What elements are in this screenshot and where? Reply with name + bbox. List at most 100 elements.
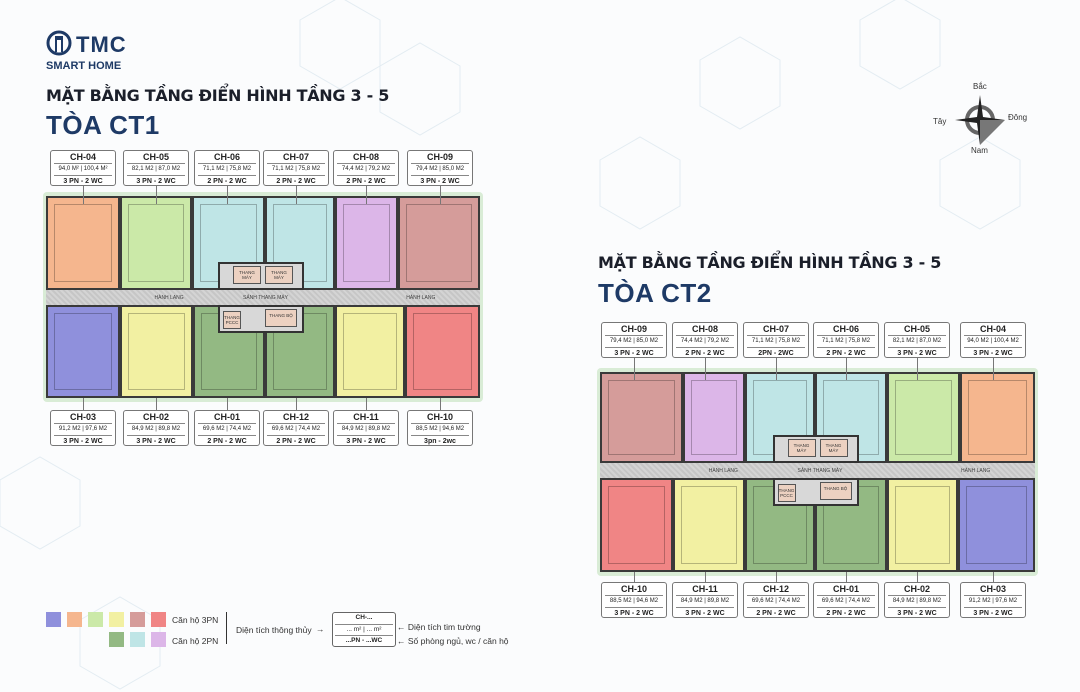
unit-area: 74,4 M2 | 79,2 M2	[337, 164, 395, 176]
legend-2pn-label: Căn hộ 2PN	[172, 636, 219, 646]
ct2-subtitle: TÒA CT2	[598, 278, 712, 308]
unit-area: 71,1 M2 | 75,8 M2	[747, 336, 805, 348]
ct2-corridor-label: SẢNH THANG MÁY	[797, 468, 843, 474]
ct1-leader-line	[83, 186, 84, 204]
unit-rooms: 2 PN - 2 WC	[756, 610, 796, 617]
ct2-unit-label-ch-02: CH-02 84,9 M2 | 89,8 M2 3 PN - 2 WC	[884, 582, 950, 618]
unit-code: CH-12	[747, 583, 805, 596]
ct2-leader-line	[634, 358, 635, 380]
ct1-unit-label-ch-09: CH-09 79,4 M2 | 85,0 M2 3 PN - 2 WC	[407, 150, 473, 186]
compass-south: Nam	[971, 146, 988, 155]
ct2-unit-label-ch-08: CH-08 74,4 M2 | 79,2 M2 2 PN - 2 WC	[672, 322, 738, 358]
ct1-leader-line	[296, 186, 297, 204]
ct2-unit-label-ch-05: CH-05 82,1 M2 | 87,0 M2 3 PN - 2 WC	[884, 322, 950, 358]
ct1-corridor-label: HÀNH LANG	[406, 295, 436, 301]
ct1-unit-label-ch-11: CH-11 84,9 M2 | 89,8 M2 3 PN - 2 WC	[333, 410, 399, 446]
unit-rooms: 3 PN - 2 WC	[973, 610, 1013, 617]
legend-gross-area: ← Diện tích tim tường	[397, 622, 481, 632]
unit-code: CH-07	[747, 323, 805, 336]
ct2-unit-ch-03	[958, 478, 1035, 572]
unit-area: 69,6 M2 | 74,4 M2	[817, 596, 875, 608]
ct2-unit-ch-08	[683, 372, 745, 463]
unit-code: CH-02	[127, 411, 185, 424]
unit-area: 69,6 M2 | 74,4 M2	[747, 596, 805, 608]
unit-area: 91,2 M2 | 97,6 M2	[54, 424, 112, 436]
ct1-subtitle: TÒA CT1	[46, 110, 160, 140]
ct2-unit-label-ch-09: CH-09 79,4 M2 | 85,0 M2 3 PN - 2 WC	[601, 322, 667, 358]
ct1-unit-label-ch-04: CH-04 94,0 M² | 100,4 M² 3 PN - 2 WC	[50, 150, 116, 186]
legend-divider	[226, 612, 227, 644]
unit-code: CH-04	[54, 151, 112, 164]
arrow-right-icon: →	[316, 624, 325, 634]
unit-area: 71,1 M2 | 75,8 M2	[198, 164, 256, 176]
ct2-leader-line	[634, 572, 635, 582]
ct1-leader-line	[83, 398, 84, 410]
unit-rooms: 3 PN - 2 WC	[897, 610, 937, 617]
brand-tagline: SMART HOME	[46, 60, 122, 72]
legend-swatch-3pn	[67, 612, 82, 627]
compass-north: Bắc	[973, 82, 987, 91]
unit-rooms: 3 PN - 2 WC	[420, 178, 460, 185]
unit-rooms: 3pn - 2wc	[424, 438, 456, 445]
compass-east: Đông	[1008, 113, 1028, 122]
unit-area: 82,1 M2 | 87,0 M2	[888, 336, 946, 348]
unit-code: CH-05	[127, 151, 185, 164]
ct2-unit-ch-10	[600, 478, 673, 572]
unit-area: 94,0 M² | 100,4 M²	[54, 164, 112, 176]
ct1-core-room: THANG BỘ	[265, 309, 297, 327]
building-logo-icon	[46, 30, 72, 56]
ct2-leader-line	[846, 358, 847, 380]
ct2-leader-line	[917, 572, 918, 582]
ct1-unit-ch-03	[46, 305, 120, 398]
ct1-leader-line	[227, 398, 228, 410]
ct1-unit-ch-02	[120, 305, 193, 398]
ct1-unit-ch-10	[405, 305, 480, 398]
legend-swatch-2pn	[109, 632, 124, 647]
ct1-leader-line	[366, 186, 367, 204]
unit-rooms: 3 PN - 2 WC	[136, 438, 176, 445]
unit-code: CH-10	[605, 583, 663, 596]
legend-sample-label: CH-... ... m² | ... m² ...PN - ...WC	[332, 612, 396, 647]
ct2-leader-line	[776, 358, 777, 380]
ct2-unit-label-ch-10: CH-10 88,5 M2 | 94,6 M2 3 PN - 2 WC	[601, 582, 667, 618]
ct2-unit-label-ch-06: CH-06 71,1 M2 | 75,8 M2 2 PN - 2 WC	[813, 322, 879, 358]
legend-swatch-3pn	[46, 612, 61, 627]
unit-code: CH-11	[337, 411, 395, 424]
unit-code: CH-02	[888, 583, 946, 596]
unit-rooms: 2 PN - 2 WC	[207, 178, 247, 185]
unit-code: CH-11	[676, 583, 734, 596]
unit-area: 82,1 M2 | 87,0 M2	[127, 164, 185, 176]
ct1-unit-ch-09	[398, 196, 480, 290]
ct1-corridor-label: SẢNH THANG MÁY	[243, 295, 288, 301]
unit-code: CH-03	[54, 411, 112, 424]
ct2-unit-label-ch-12: CH-12 69,6 M2 | 74,4 M2 2 PN - 2 WC	[743, 582, 809, 618]
brand-name: TMC	[76, 32, 127, 57]
ct2-unit-ch-09	[600, 372, 683, 463]
ct1-core-room: THANG MÁY	[233, 266, 261, 284]
ct1-unit-ch-11	[335, 305, 405, 398]
ct2-leader-line	[917, 358, 918, 380]
legend-sample-code: CH-...	[335, 613, 393, 625]
unit-area: 94,0 M2 | 100,4 M2	[964, 336, 1022, 348]
ct2-leader-line	[705, 358, 706, 380]
ct2-unit-label-ch-07: CH-07 71,1 M2 | 75,8 M2 2PN - 2WC	[743, 322, 809, 358]
unit-rooms: 2 PN - 2 WC	[826, 610, 866, 617]
ct1-leader-line	[440, 186, 441, 204]
compass-rose-icon	[955, 95, 1005, 145]
ct2-corridor-label: HÀNH LANG	[708, 468, 738, 474]
unit-area: 84,9 M2 | 89,8 M2	[127, 424, 185, 436]
ct2-unit-label-ch-03: CH-03 91,2 M2 | 97,6 M2 3 PN - 2 WC	[960, 582, 1026, 618]
ct1-unit-ch-04	[46, 196, 120, 290]
ct1-unit-label-ch-05: CH-05 82,1 M2 | 87,0 M2 3 PN - 2 WC	[123, 150, 189, 186]
unit-rooms: 2 PN - 2 WC	[346, 178, 386, 185]
ct1-leader-line	[366, 398, 367, 410]
legend-net-area: Diện tích thông thủy	[236, 625, 312, 635]
ct1-leader-line	[440, 398, 441, 410]
unit-rooms: 3 PN - 2 WC	[685, 610, 725, 617]
ct2-unit-label-ch-01: CH-01 69,6 M2 | 74,4 M2 2 PN - 2 WC	[813, 582, 879, 618]
ct2-title: MẶT BẰNG TẦNG ĐIỂN HÌNH TẦNG 3 - 5	[598, 253, 942, 272]
unit-rooms: 3 PN - 2 WC	[973, 350, 1013, 357]
unit-code: CH-06	[817, 323, 875, 336]
unit-area: 69,6 M2 | 74,4 M2	[267, 424, 325, 436]
